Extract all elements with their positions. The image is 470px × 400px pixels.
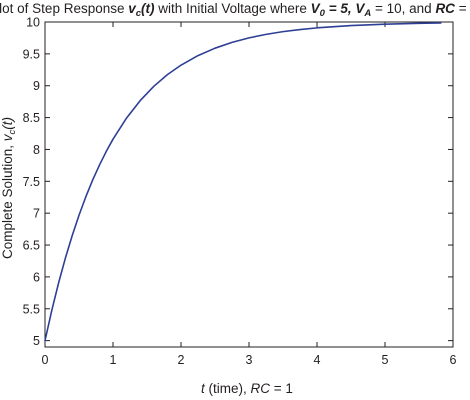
x-label-rc: RC [251, 381, 271, 396]
title-va-main: V [355, 1, 365, 16]
x-axis-label: t (time), RC = 1 [201, 381, 293, 396]
y-axis-label: Complete Solution, vc(t) [0, 117, 18, 259]
series-line [44, 22, 442, 342]
title-va-sub: A [363, 8, 371, 19]
title-v0-rest: = 5, [325, 1, 355, 16]
x-tick-label: 2 [178, 353, 185, 367]
y-tick-label: 7 [33, 207, 40, 221]
title-v0-main: V [311, 1, 321, 16]
y-tick-label: 9.5 [23, 47, 40, 61]
chart-title: Plot of Step Response vc(t) with Initial… [0, 1, 470, 19]
x-tick-label: 1 [110, 353, 117, 367]
x-label-rc-rest: = 1 [270, 381, 293, 396]
plot-frame [44, 21, 454, 348]
y-tick-label: 8 [33, 143, 40, 157]
title-func-arg: (t) [141, 1, 155, 16]
y-label-prefix: Complete Solution, [0, 141, 15, 259]
x-label-var: t [201, 381, 206, 396]
y-axis-ticks: 5 5.5 6 6.5 7 7.5 8 8.5 9 9.5 10 [23, 16, 453, 348]
x-tick-label: 6 [450, 353, 457, 367]
title-prefix: Plot of Step Response [0, 1, 128, 16]
title-v0-sub: 0 [320, 8, 326, 19]
title-rc-rest: = 1 [455, 1, 470, 16]
x-tick-label: 4 [314, 353, 321, 367]
y-tick-label: 5.5 [23, 302, 40, 316]
y-tick-label: 9 [33, 79, 40, 93]
x-tick-label: 0 [42, 353, 49, 367]
title-func-main: v [128, 1, 137, 16]
x-tick-label: 5 [382, 353, 389, 367]
y-tick-label: 5 [33, 334, 40, 348]
y-tick-label: 6.5 [23, 239, 40, 253]
title-middle: with Initial Voltage where [155, 1, 311, 16]
y-tick-label: 7.5 [23, 175, 40, 189]
y-tick-label: 6 [33, 270, 40, 284]
y-label-func-main: v [0, 133, 15, 141]
y-tick-label: 8.5 [23, 111, 40, 125]
title-func-sub: c [136, 8, 142, 19]
x-axis-ticks: 0 1 2 3 4 5 6 [42, 22, 457, 367]
y-tick-label: 10 [26, 16, 40, 30]
series-group [44, 22, 442, 342]
y-label-func-arg: (t) [0, 117, 15, 130]
title-va-rest: = 10, and [371, 1, 435, 16]
x-tick-label: 3 [246, 353, 253, 367]
title-rc-main: RC [435, 1, 455, 16]
x-label-rest: (time), [205, 381, 251, 396]
y-label-func-sub: c [7, 129, 18, 134]
